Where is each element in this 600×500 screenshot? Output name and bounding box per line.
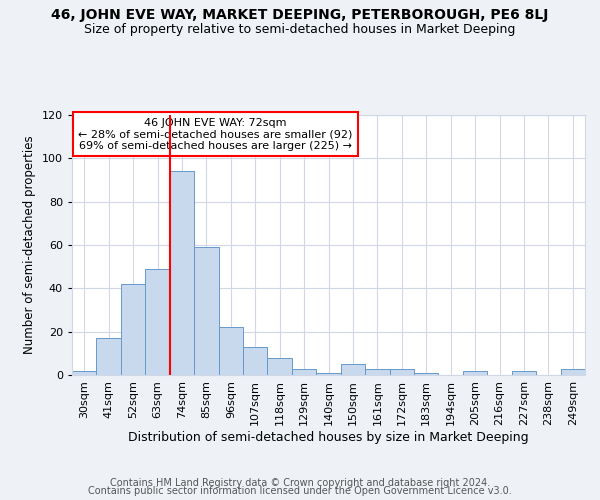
Bar bbox=[512, 370, 536, 375]
Y-axis label: Number of semi-detached properties: Number of semi-detached properties bbox=[23, 136, 36, 354]
Bar bbox=[268, 358, 292, 375]
Text: Contains HM Land Registry data © Crown copyright and database right 2024.: Contains HM Land Registry data © Crown c… bbox=[110, 478, 490, 488]
Bar bbox=[145, 269, 170, 375]
Bar bbox=[414, 373, 439, 375]
Bar bbox=[97, 338, 121, 375]
Text: Size of property relative to semi-detached houses in Market Deeping: Size of property relative to semi-detach… bbox=[85, 22, 515, 36]
Bar bbox=[292, 368, 316, 375]
Text: 46, JOHN EVE WAY, MARKET DEEPING, PETERBOROUGH, PE6 8LJ: 46, JOHN EVE WAY, MARKET DEEPING, PETERB… bbox=[52, 8, 548, 22]
Bar bbox=[365, 368, 389, 375]
Bar bbox=[194, 247, 218, 375]
Bar bbox=[243, 347, 268, 375]
Bar bbox=[218, 328, 243, 375]
Bar bbox=[72, 370, 97, 375]
Bar bbox=[170, 172, 194, 375]
X-axis label: Distribution of semi-detached houses by size in Market Deeping: Distribution of semi-detached houses by … bbox=[128, 430, 529, 444]
Bar bbox=[316, 373, 341, 375]
Bar bbox=[463, 370, 487, 375]
Bar bbox=[121, 284, 145, 375]
Bar bbox=[560, 368, 585, 375]
Text: 46 JOHN EVE WAY: 72sqm
← 28% of semi-detached houses are smaller (92)
69% of sem: 46 JOHN EVE WAY: 72sqm ← 28% of semi-det… bbox=[79, 118, 353, 151]
Bar bbox=[389, 368, 414, 375]
Bar bbox=[341, 364, 365, 375]
Text: Contains public sector information licensed under the Open Government Licence v3: Contains public sector information licen… bbox=[88, 486, 512, 496]
